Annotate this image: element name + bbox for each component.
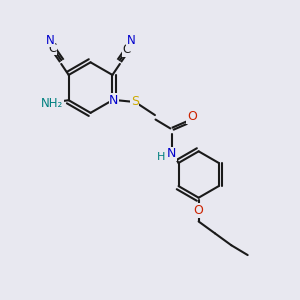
Text: N: N <box>109 94 119 107</box>
Text: N: N <box>127 34 135 47</box>
Text: NH₂: NH₂ <box>41 97 64 110</box>
Text: H: H <box>157 152 166 162</box>
Text: N: N <box>46 34 55 47</box>
Text: C: C <box>123 43 131 56</box>
Text: C: C <box>48 42 56 55</box>
Text: O: O <box>194 204 204 217</box>
Text: S: S <box>131 95 139 108</box>
Text: N: N <box>167 147 177 160</box>
Text: O: O <box>187 110 197 123</box>
